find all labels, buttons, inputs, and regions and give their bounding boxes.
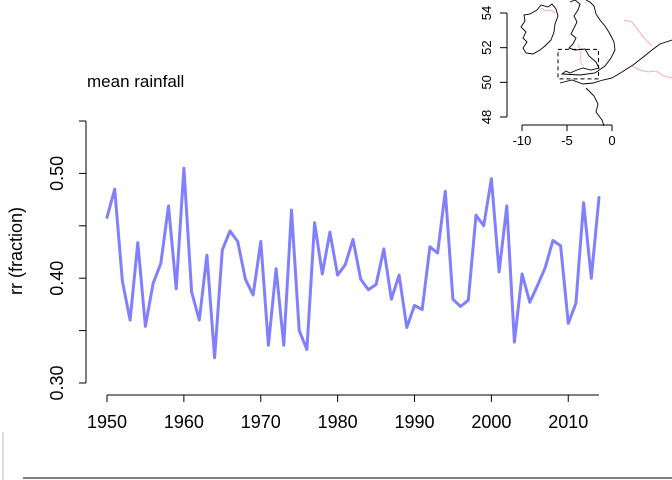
x-tick-label: 1990 <box>394 412 434 432</box>
chart-title: mean rainfall <box>87 72 184 91</box>
location-map-inset: 48 50 52 54 -10 -5 0 <box>479 0 672 148</box>
rainfall-series <box>105 166 601 360</box>
x-tick-label: 2010 <box>548 412 588 432</box>
y-tick-label: 0.40 <box>47 261 67 296</box>
y-tick-label: 0.50 <box>47 156 67 191</box>
map-x-tick-label: -5 <box>561 133 573 148</box>
continent-coast-south <box>585 87 605 127</box>
map-x-tick-label: -10 <box>513 133 532 148</box>
map-y-ticks: 48 50 52 54 <box>479 6 507 124</box>
wales-border <box>577 43 584 67</box>
x-ticks: 1950 1960 1970 1980 1990 2000 2010 <box>87 395 588 432</box>
time-series-plot: mean rainfall 0.30 0.40 0.50 rr (fraction)… <box>6 72 601 432</box>
x-tick-label: 1950 <box>87 412 127 432</box>
x-tick-label: 1960 <box>164 412 204 432</box>
x-tick-label: 1970 <box>241 412 281 432</box>
map-x-ticks: -10 -5 0 <box>513 125 616 148</box>
continent-border-east <box>623 19 653 47</box>
y-ticks: 0.30 0.40 0.50 <box>47 120 86 401</box>
map-x-tick-label: 0 <box>608 133 615 148</box>
map-y-tick-label: 50 <box>479 75 494 89</box>
x-axis: 1950 1960 1970 1980 1990 2000 2010 <box>87 394 599 432</box>
y-axis: 0.30 0.40 0.50 rr (fraction) <box>6 120 87 401</box>
x-tick-label: 1980 <box>318 412 358 432</box>
map-y-tick-label: 54 <box>479 6 494 20</box>
britain-coastline <box>560 0 616 76</box>
continent-border <box>631 65 672 79</box>
x-tick-label: 2000 <box>471 412 511 432</box>
y-tick-label: 0.30 <box>47 365 67 400</box>
map-y-tick-label: 52 <box>479 40 494 54</box>
continent-coastline <box>559 39 672 85</box>
y-axis-label: rr (fraction) <box>6 207 26 295</box>
ireland-border <box>540 7 556 14</box>
map-background <box>507 0 672 125</box>
ireland-coastline <box>520 3 559 55</box>
map-y-tick-label: 48 <box>479 110 494 124</box>
series-line <box>105 166 601 360</box>
